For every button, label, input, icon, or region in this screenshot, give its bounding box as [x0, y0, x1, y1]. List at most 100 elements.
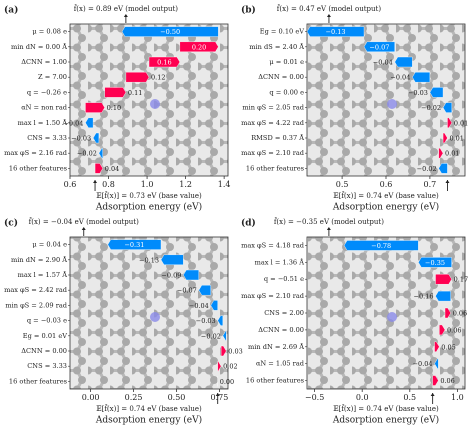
- contribution-bar: [220, 345, 227, 357]
- contribution-bar: [107, 239, 162, 250]
- feature-label: Eg = 0.10 eV: [260, 28, 304, 36]
- contribution-bar: [222, 330, 227, 341]
- base-arrowhead: [430, 393, 435, 396]
- value-label: −0.02: [201, 332, 221, 340]
- contribution-bar: [85, 117, 94, 129]
- output-label: f̂(x) = 0.47 eV (model output): [277, 4, 382, 13]
- atom-highlight: [150, 312, 160, 322]
- feature-label: CNS = 2.00: [264, 309, 304, 317]
- contribution-bar: [92, 132, 100, 144]
- x-tick-label: 0.0: [356, 393, 369, 402]
- contribution-bar: [434, 341, 440, 352]
- feature-label: min dN = 2.69 Å: [248, 342, 304, 351]
- feature-label: ΔCNN = 0.00: [258, 326, 304, 334]
- output-arrowhead: [326, 227, 331, 230]
- contribution-bar: [217, 361, 222, 372]
- x-tick-label: 1.0: [451, 393, 464, 402]
- value-label: −0.03: [408, 89, 428, 97]
- value-label: 0.01: [454, 119, 468, 127]
- panel: (c) 0.00 0.25 0.50 0.75 Adsorption energy (eV…: [4, 217, 243, 425]
- contribution-bar: [394, 56, 413, 68]
- feature-label: q = −0.03 e: [27, 317, 67, 325]
- x-tick-label: 0.6: [64, 180, 77, 189]
- value-label: −0.13: [139, 256, 159, 264]
- value-label: −0.09: [161, 272, 181, 280]
- value-label: −0.04: [390, 74, 410, 82]
- x-tick-label: 0.5: [403, 393, 416, 402]
- value-label: −0.13: [326, 28, 346, 36]
- base-label: 𝔼[f̂(x)] = 0.74 eV (base value): [96, 404, 202, 413]
- contribution-bar: [444, 307, 451, 319]
- atom-highlight: [150, 99, 160, 109]
- value-label: 0.00: [220, 378, 234, 386]
- contribution-bar: [306, 26, 365, 37]
- contribution-bar: [183, 269, 200, 281]
- feature-label: μ = 0.08 e: [32, 28, 67, 36]
- feature-label: ΔCNN = 0.00: [258, 73, 304, 81]
- feature-label: min dN = 2.90 Å: [11, 255, 67, 264]
- feature-label: αN = 1.05 rad: [256, 360, 305, 368]
- x-tick-label: 0.7: [424, 180, 437, 189]
- contribution-bar: [98, 147, 103, 159]
- contribution-bar: [160, 254, 184, 265]
- panel: (d) −0.5 0.0 0.5 1.0 Adsorption energy (eV) f̂…: [241, 217, 468, 425]
- value-label: −0.04: [413, 360, 433, 368]
- output-label: f̂(x) = −0.35 eV (model output): [274, 217, 384, 226]
- contribution-bar: [121, 26, 219, 37]
- feature-label: max l = 1.36 Å: [255, 257, 305, 266]
- contribution-bar: [418, 257, 452, 268]
- contribution-bar: [434, 358, 439, 369]
- panel: (b) 0.5 0.6 0.7 Adsorption energy (eV) f̂(x) …: [241, 4, 468, 212]
- panel-label: (d): [241, 218, 256, 229]
- panel-label: (c): [4, 218, 18, 229]
- value-label: 0.06: [440, 377, 454, 385]
- value-label: 0.17: [454, 276, 468, 284]
- panel-label: (a): [4, 5, 18, 16]
- contribution-bar: [429, 87, 444, 98]
- x-tick-label: 0.00: [82, 393, 100, 402]
- contribution-bar: [148, 56, 181, 68]
- panel-label: (b): [241, 5, 256, 16]
- feature-label: Z = 7.00: [38, 73, 67, 81]
- x-tick-label: 0.6: [380, 180, 393, 189]
- value-label: −0.02: [421, 104, 441, 112]
- base-label: 𝔼[f̂(x)] = 0.74 eV (base value): [333, 191, 439, 200]
- plot-background: [70, 237, 228, 389]
- value-label: 0.05: [441, 343, 455, 351]
- output-label: f̂(x) = −0.04 eV (model output): [29, 217, 139, 226]
- output-arrowhead: [326, 14, 331, 17]
- feature-label: RMSD = 0.37 Å: [251, 133, 304, 142]
- feature-label: q = −0.51 e: [264, 275, 304, 283]
- value-label: −0.07: [177, 287, 197, 295]
- value-label: 0.16: [157, 59, 171, 67]
- base-label: 𝔼[f̂(x)] = 0.73 eV (base value): [96, 191, 202, 200]
- value-label: 0.11: [128, 89, 142, 97]
- feature-label: max φS = 2.10 rad: [241, 292, 305, 300]
- value-label: −0.03: [196, 317, 216, 325]
- value-label: −0.02: [417, 165, 437, 173]
- x-axis-label: Adsorption energy (eV): [332, 202, 439, 213]
- feature-label: max φS = 2.16 rad: [4, 149, 68, 157]
- feature-label: 16 other features: [246, 377, 305, 385]
- value-label: −0.78: [371, 242, 391, 250]
- contribution-bar: [435, 274, 452, 285]
- value-label: −0.31: [124, 241, 144, 249]
- contribution-bar: [412, 71, 431, 83]
- feature-label: ΔCNN = 1.00: [21, 58, 67, 66]
- output-arrowhead: [123, 14, 128, 17]
- value-label: 0.02: [223, 363, 237, 371]
- output-arrowhead: [81, 227, 86, 230]
- contribution-bar: [438, 163, 448, 174]
- value-label: −0.07: [369, 43, 389, 51]
- value-label: −0.35: [425, 259, 445, 267]
- contribution-bar: [442, 102, 453, 113]
- value-label: −0.16: [414, 293, 434, 301]
- x-tick-label: 1.0: [141, 180, 154, 189]
- contribution-bar: [442, 132, 448, 144]
- contribution-bar: [438, 147, 444, 159]
- feature-label: CNS = 3.33: [27, 134, 67, 142]
- feature-label: max φS = 4.18 rad: [241, 241, 305, 249]
- x-axis-label: Adsorption energy (eV): [95, 415, 202, 426]
- contribution-bar: [439, 324, 446, 336]
